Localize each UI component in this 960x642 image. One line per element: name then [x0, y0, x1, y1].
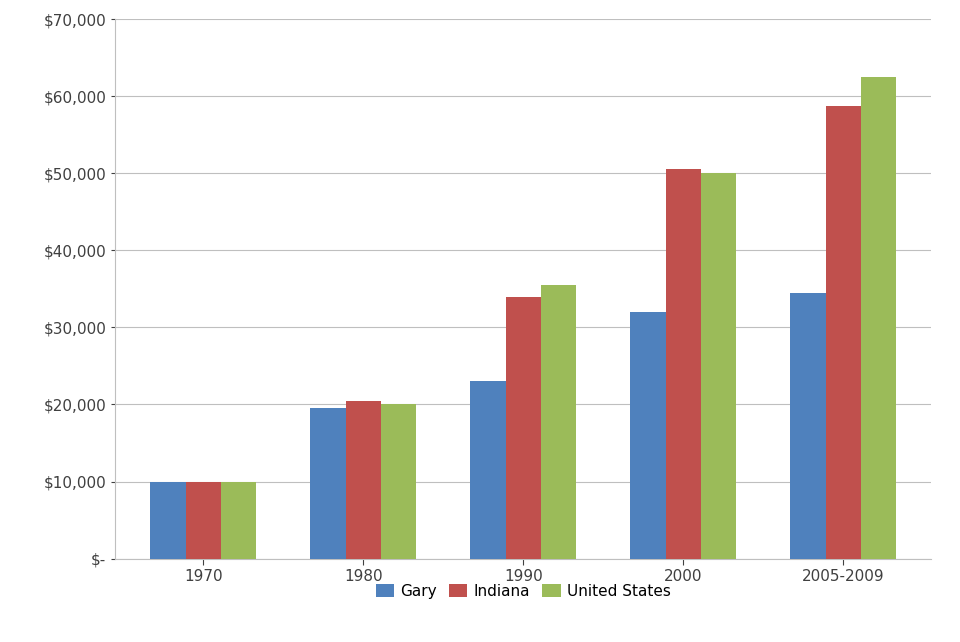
Bar [631, 312, 665, 559]
Bar [470, 381, 506, 559]
Bar [346, 401, 381, 559]
Bar [861, 77, 896, 559]
Bar [506, 297, 540, 559]
Bar [381, 404, 416, 559]
Bar [151, 482, 185, 559]
Bar [221, 482, 256, 559]
Bar [701, 173, 736, 559]
Bar [665, 169, 701, 559]
Bar [310, 408, 346, 559]
Bar [540, 285, 576, 559]
Bar [185, 482, 221, 559]
Bar [826, 105, 861, 559]
Legend: Gary, Indiana, United States: Gary, Indiana, United States [370, 578, 677, 605]
Bar [790, 293, 826, 559]
